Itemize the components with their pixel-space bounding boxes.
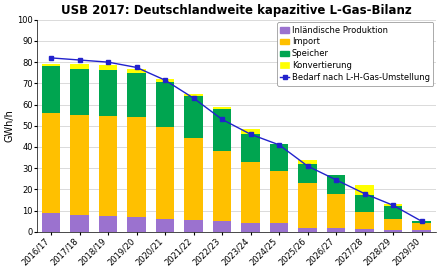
Bar: [127, 117, 146, 217]
Legend: Inländische Produktion, Import, Speicher, Konvertierung, Bedarf nach L-H-Gas-Ums: Inländische Produktion, Import, Speicher…: [277, 22, 433, 86]
Bar: [412, 221, 431, 223]
Bar: [42, 213, 60, 232]
Bar: [412, 230, 431, 232]
Bar: [99, 70, 117, 116]
Y-axis label: GWh/h: GWh/h: [4, 109, 14, 142]
Bar: [270, 144, 288, 171]
Bar: [356, 229, 374, 232]
Bar: [127, 217, 146, 232]
Bar: [156, 219, 174, 232]
Bar: [156, 79, 174, 82]
Bar: [156, 127, 174, 219]
Bar: [298, 228, 317, 232]
Bar: [99, 216, 117, 232]
Bar: [70, 215, 89, 232]
Bar: [241, 223, 260, 232]
Bar: [356, 185, 374, 195]
Bar: [298, 164, 317, 183]
Bar: [213, 109, 231, 151]
Bar: [127, 69, 146, 73]
Bar: [270, 171, 288, 223]
Bar: [327, 175, 345, 194]
Bar: [184, 138, 203, 220]
Bar: [412, 223, 431, 230]
Bar: [156, 82, 174, 127]
Bar: [184, 220, 203, 232]
Bar: [184, 96, 203, 138]
Bar: [213, 151, 231, 221]
Bar: [298, 160, 317, 164]
Bar: [298, 183, 317, 228]
Bar: [70, 64, 89, 69]
Bar: [241, 129, 260, 134]
Bar: [213, 107, 231, 109]
Bar: [356, 212, 374, 229]
Bar: [270, 223, 288, 232]
Bar: [384, 219, 402, 230]
Bar: [241, 134, 260, 162]
Bar: [70, 69, 89, 115]
Bar: [42, 64, 60, 66]
Bar: [42, 66, 60, 113]
Bar: [327, 194, 345, 228]
Bar: [42, 113, 60, 213]
Title: USB 2017: Deutschlandweite kapazitive L-Gas-Bilanz: USB 2017: Deutschlandweite kapazitive L-…: [61, 4, 412, 17]
Bar: [241, 162, 260, 223]
Bar: [99, 116, 117, 216]
Bar: [327, 228, 345, 232]
Bar: [384, 230, 402, 232]
Bar: [70, 115, 89, 215]
Bar: [184, 94, 203, 96]
Bar: [384, 207, 402, 219]
Bar: [356, 195, 374, 212]
Bar: [213, 221, 231, 232]
Bar: [384, 204, 402, 207]
Bar: [99, 65, 117, 70]
Bar: [127, 73, 146, 117]
